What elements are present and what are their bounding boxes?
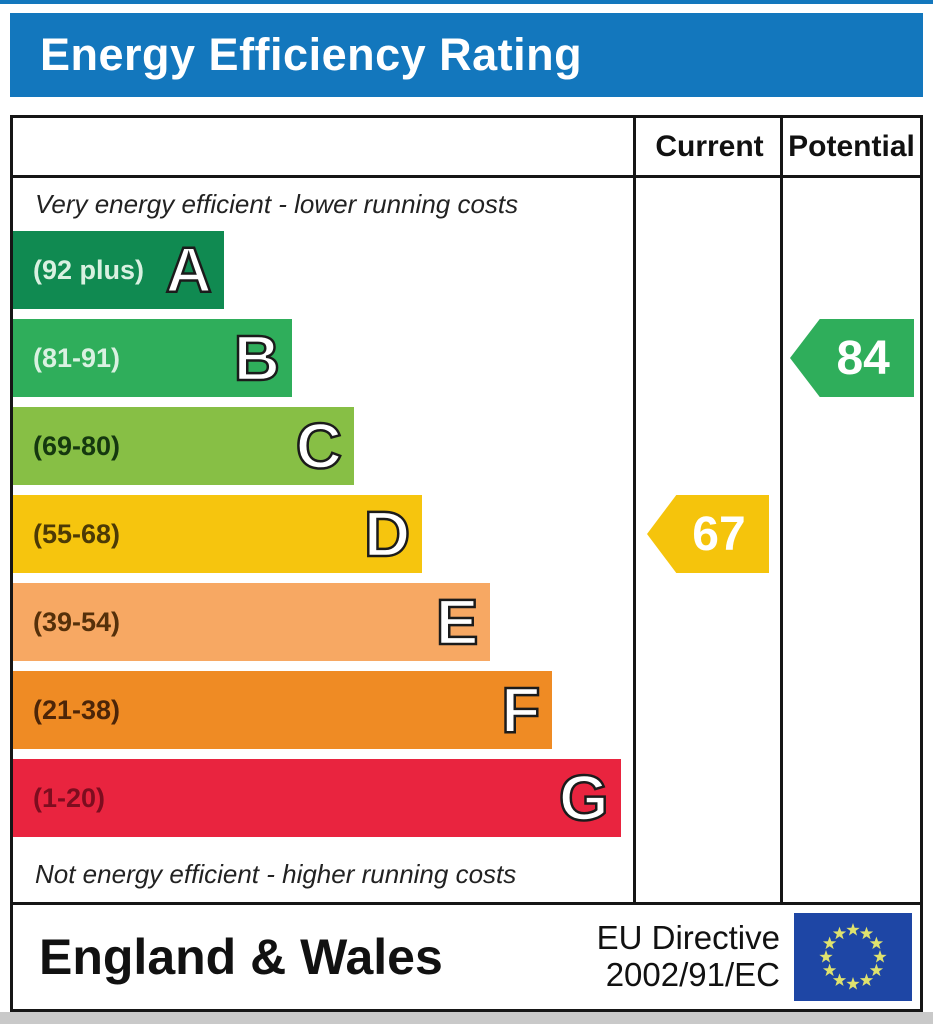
caption-top: Very energy efficient - lower running co…	[35, 189, 519, 219]
band-row-a: (92 plus) A	[13, 231, 633, 319]
band-letter-g: G	[558, 762, 610, 834]
band-range-b: (81-91)	[33, 342, 121, 373]
band-bar-f: (21-38) F	[13, 671, 553, 749]
band-letter-b: B	[233, 322, 282, 394]
potential-rating-value: 84	[836, 331, 890, 385]
eu-directive-label: EU Directive 2002/91/EC	[596, 919, 794, 994]
current-rating-value: 67	[692, 507, 746, 561]
potential-column-header: Potential	[788, 129, 915, 163]
band-range-g: (1-20)	[33, 782, 106, 813]
band-row-b: (81-91) B	[13, 319, 633, 407]
band-row-f: (21-38) F	[13, 671, 633, 759]
band-range-e: (39-54)	[33, 606, 121, 637]
potential-rating-arrow: 84	[790, 319, 914, 397]
rating-chart: Current Potential Very energy efficient …	[10, 115, 923, 905]
eu-directive-line1: EU Directive	[596, 919, 780, 957]
column-divider-potential	[780, 118, 783, 902]
top-edge-strip	[0, 0, 933, 4]
region-label: England & Wales	[39, 929, 443, 985]
band-bar-b: (81-91) B	[13, 319, 292, 397]
band-chart: Very energy efficient - lower running co…	[13, 178, 633, 902]
band-range-d: (55-68)	[33, 518, 121, 549]
band-row-g: (1-20) G	[13, 759, 633, 847]
band-letter-f: F	[500, 674, 542, 746]
title-bar: Energy Efficiency Rating	[10, 13, 923, 97]
eu-directive-line2: 2002/91/EC	[605, 956, 780, 993]
band-letter-d: D	[363, 498, 412, 570]
band-range-f: (21-38)	[33, 694, 121, 725]
page-title: Energy Efficiency Rating	[40, 29, 583, 80]
band-bar-d: (55-68) D	[13, 495, 423, 573]
column-headers: Current Potential	[13, 118, 920, 178]
band-bar-e: (39-54) E	[13, 583, 491, 661]
eu-flag-icon	[794, 913, 912, 1001]
band-row-c: (69-80) C	[13, 407, 633, 495]
current-column-header: Current	[655, 129, 764, 163]
band-row-e: (39-54) E	[13, 583, 633, 671]
band-bar-g: (1-20) G	[13, 759, 621, 837]
band-bar-c: (69-80) C	[13, 407, 354, 485]
band-row-d: (55-68) D	[13, 495, 633, 583]
band-range-c: (69-80)	[33, 430, 121, 461]
band-letter-e: E	[434, 586, 479, 658]
header-spacer	[13, 118, 636, 175]
bottom-edge-strip	[0, 1012, 933, 1024]
column-divider-current	[633, 118, 636, 902]
band-letter-c: C	[295, 410, 344, 482]
caption-bottom: Not energy efficient - higher running co…	[35, 859, 517, 889]
footer: England & Wales EU Directive 2002/91/EC	[10, 902, 923, 1012]
band-letter-a: A	[164, 234, 213, 306]
band-bar-a: (92 plus) A	[13, 231, 224, 309]
band-range-a: (92 plus)	[33, 254, 145, 285]
current-rating-arrow: 67	[647, 495, 769, 573]
